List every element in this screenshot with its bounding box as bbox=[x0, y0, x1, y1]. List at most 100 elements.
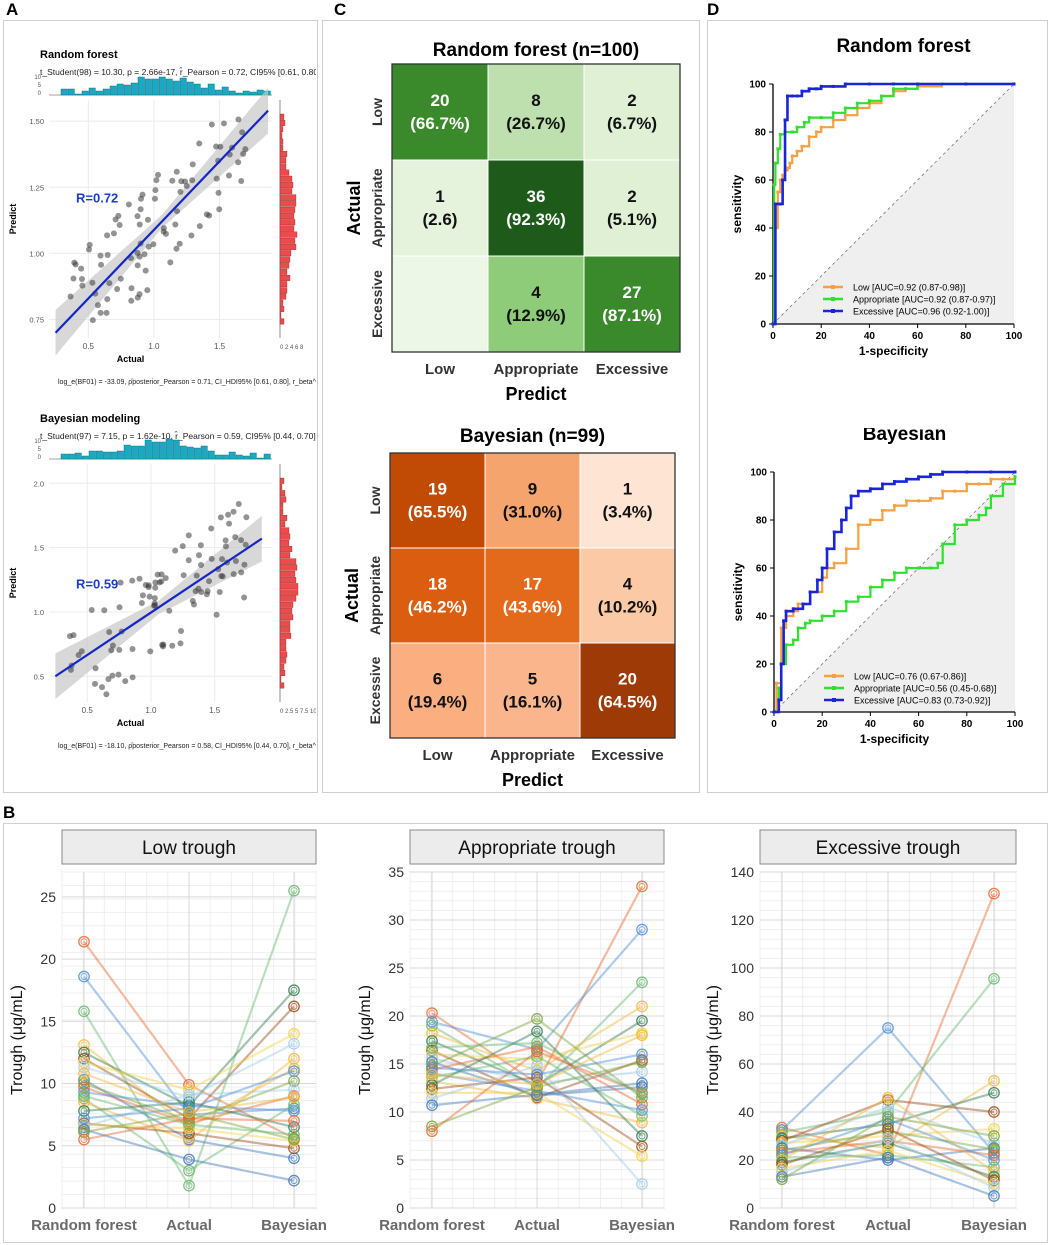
cell-percent: (19.4%) bbox=[408, 693, 468, 712]
data-point bbox=[139, 191, 146, 198]
hist-bar-top bbox=[123, 84, 131, 96]
subject-point-outer bbox=[426, 1056, 438, 1068]
roc-point bbox=[807, 135, 811, 139]
facet-title: Appropriate trough bbox=[458, 838, 615, 859]
subject-point-inner bbox=[290, 1030, 298, 1038]
subject-point-inner bbox=[884, 1113, 892, 1121]
hist-bar-right bbox=[279, 244, 297, 250]
subject-point-outer bbox=[183, 1134, 195, 1147]
roc-point bbox=[892, 87, 895, 91]
subject-point-outer bbox=[988, 1086, 1000, 1099]
subject-point-outer bbox=[78, 1096, 90, 1109]
hist-bar-right bbox=[279, 626, 291, 633]
subject-line bbox=[431, 1064, 643, 1185]
x-category-label: Excessive bbox=[596, 361, 669, 378]
cell-value: 9 bbox=[528, 480, 537, 499]
subject-point-inner bbox=[185, 1155, 193, 1163]
data-point bbox=[203, 211, 210, 218]
y-tick-label: 100 bbox=[750, 468, 767, 479]
hist-tick-right: 0 2.5 5 7.5 10 12.5 bbox=[280, 709, 316, 715]
roc-point bbox=[773, 161, 777, 165]
roc-point bbox=[929, 566, 933, 570]
roc-chart-bayesian: Bayesian 0 20 40 60 80 100 0 20 40 60 80 100 1-specif… bbox=[731, 428, 1024, 746]
data-point bbox=[238, 569, 245, 576]
data-point bbox=[242, 541, 249, 548]
y-category-label: Appropriate bbox=[367, 556, 383, 636]
cell-percent: (46.2%) bbox=[408, 598, 468, 617]
data-point bbox=[152, 187, 159, 194]
chart-title: Random forest bbox=[836, 38, 971, 57]
subject-point-inner bbox=[638, 1031, 646, 1039]
chart-title: Bayesian modeling bbox=[40, 413, 140, 425]
scatter-chart-random-forest: Random forest t_Student(98) = 10.30, p = … bbox=[8, 49, 316, 386]
hist-tick: 10 bbox=[34, 439, 41, 445]
data-point bbox=[172, 221, 179, 228]
data-point bbox=[225, 172, 232, 179]
heatmap-cell bbox=[389, 452, 486, 549]
roc-point bbox=[917, 499, 921, 503]
data-point bbox=[172, 547, 179, 554]
hist-bar-top bbox=[186, 446, 194, 460]
roc-curve bbox=[773, 82, 1014, 326]
subject-point-outer bbox=[636, 1116, 648, 1129]
subject-line bbox=[781, 1118, 995, 1162]
data-point bbox=[213, 611, 220, 618]
heatmap-border bbox=[391, 63, 681, 353]
hist-bar-top bbox=[172, 80, 180, 96]
subject-point-outer bbox=[882, 1101, 894, 1114]
data-point bbox=[173, 168, 180, 175]
hist-bar-top bbox=[74, 452, 82, 460]
y-tick-label: 80 bbox=[756, 516, 768, 527]
hist-bar-right bbox=[279, 663, 285, 670]
data-point bbox=[230, 508, 237, 515]
cell-percent: (2.6) bbox=[423, 210, 458, 229]
heatmap-cell bbox=[487, 159, 585, 257]
y-tick-label: 0 bbox=[761, 708, 767, 719]
hist-bar-right bbox=[279, 583, 299, 590]
data-point bbox=[117, 579, 124, 586]
y-tick-label: 10 bbox=[388, 1104, 404, 1120]
data-point bbox=[235, 159, 242, 166]
subject-line bbox=[83, 989, 295, 1108]
hist-bar-right bbox=[279, 250, 292, 257]
subject-point-outer bbox=[288, 1174, 300, 1187]
roc-point bbox=[814, 130, 818, 134]
roc-point bbox=[783, 118, 787, 122]
heatmap-cell bbox=[487, 255, 585, 353]
hist-bar-top bbox=[88, 450, 96, 460]
subject-point-outer bbox=[288, 1091, 300, 1104]
legend-marker bbox=[832, 686, 836, 690]
roc-point bbox=[844, 600, 848, 604]
roc-point bbox=[856, 489, 860, 493]
subject-point-outer bbox=[988, 1178, 1000, 1190]
subject-line bbox=[83, 975, 295, 1116]
roc-point bbox=[832, 609, 836, 613]
subject-point-outer bbox=[183, 1102, 195, 1115]
subject-point-outer bbox=[288, 1083, 300, 1096]
x-tick-label: 100 bbox=[1007, 719, 1024, 730]
y-tick-label: 10 bbox=[40, 1076, 56, 1092]
data-point bbox=[226, 520, 233, 527]
hist-bar-top bbox=[193, 447, 201, 460]
data-point bbox=[195, 552, 202, 559]
roc-point bbox=[781, 173, 785, 177]
facet-title: Excessive trough bbox=[816, 838, 961, 859]
y-tick-label: 0 bbox=[760, 320, 766, 331]
legend-marker bbox=[832, 698, 836, 702]
y-tick-label: 5 bbox=[396, 1152, 404, 1168]
cell-percent: (16.1%) bbox=[503, 693, 563, 712]
data-point bbox=[110, 230, 117, 237]
y-axis-label: Actual bbox=[344, 180, 364, 235]
data-point bbox=[193, 572, 200, 579]
data-point bbox=[196, 140, 203, 147]
y-category-label: Appropriate bbox=[369, 168, 385, 248]
y-tick-label: 100 bbox=[749, 80, 766, 91]
data-point bbox=[106, 280, 113, 287]
roc-point bbox=[965, 470, 969, 474]
roc-point bbox=[801, 602, 805, 606]
hist-bar-right bbox=[279, 144, 284, 151]
legend-marker bbox=[831, 285, 835, 289]
cell-value: 1 bbox=[435, 187, 444, 206]
data-point bbox=[101, 607, 108, 614]
roc-point bbox=[832, 530, 836, 534]
